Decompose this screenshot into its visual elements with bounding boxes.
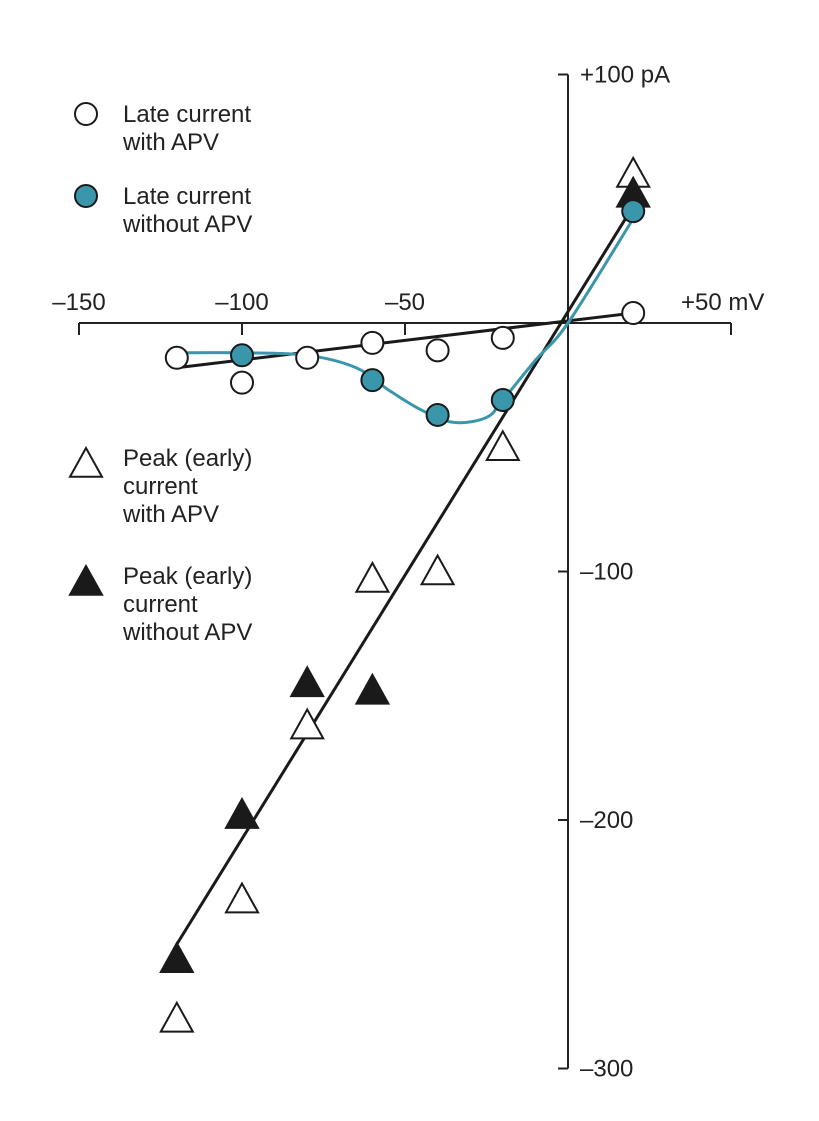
open-triangle-point (289, 707, 325, 740)
legend-label: Late current (123, 101, 251, 128)
open-circle-point (425, 338, 450, 363)
legend-label: current (123, 473, 198, 500)
x-tick-label: +50 mV (681, 289, 764, 316)
open-triangle-point (224, 881, 260, 914)
y-tick-label: –100 (580, 559, 633, 586)
y-tick-label: –300 (580, 1056, 633, 1083)
filled-circle-point (230, 343, 254, 368)
filled-circle-point (425, 402, 450, 427)
open-circle-point (295, 345, 320, 370)
filled-triangle-point (289, 665, 325, 698)
y-tick-label: +100 pA (580, 62, 670, 89)
legend-label: Late current (123, 183, 251, 210)
x-tick-label: –150 (52, 289, 105, 316)
open-triangle-point (354, 560, 391, 593)
filled-triangle-point (159, 941, 195, 973)
open-circle-point (360, 330, 385, 355)
x-tick-label: –50 (385, 289, 425, 316)
open-triangle-point (159, 1000, 195, 1033)
y-tick-label: –200 (580, 807, 633, 834)
filled-triangle-point (224, 796, 260, 829)
open-triangle-point (485, 429, 521, 462)
open-circle-point (230, 370, 254, 395)
legend-label: current (123, 591, 198, 618)
filled-circle-point (490, 388, 515, 413)
legend-label: Peak (early) (123, 445, 252, 472)
legend-label: with APV (122, 129, 219, 156)
open-triangle-point (419, 553, 456, 586)
legend-open-triangle-icon (68, 445, 104, 478)
filled-triangle-point (354, 672, 391, 705)
open-circle-point (164, 345, 189, 370)
open-circle-point (621, 301, 646, 326)
filled-circle-point (621, 199, 646, 224)
legend-label: without APV (122, 619, 252, 646)
legend-filled-circle-icon (74, 184, 98, 208)
x-tick-label: –100 (215, 289, 268, 316)
legend-filled-triangle-icon (68, 563, 104, 596)
open-circle-point (490, 325, 515, 350)
legend-label: Peak (early) (123, 563, 252, 590)
filled-circle-point (360, 368, 385, 393)
legend-label: without APV (122, 211, 252, 238)
legend-label: with APV (122, 501, 219, 528)
legend-open-circle-icon (74, 102, 98, 126)
